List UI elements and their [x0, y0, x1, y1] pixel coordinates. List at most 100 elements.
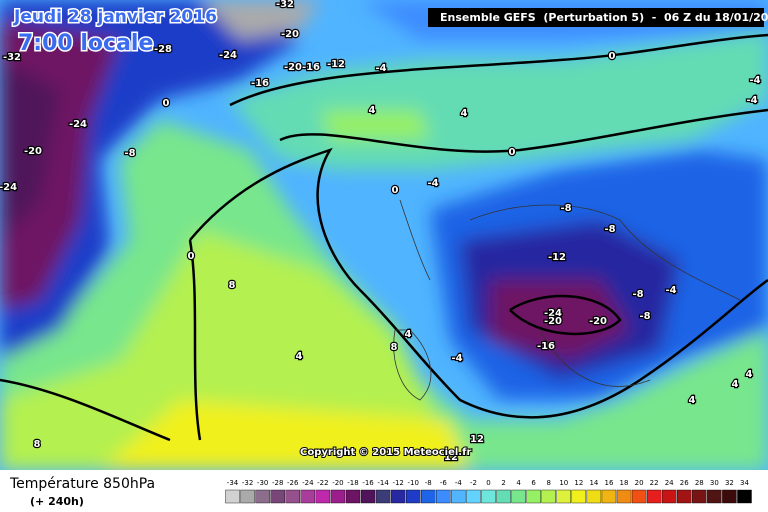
contour-label: -4: [427, 178, 438, 189]
contour-label: 8: [391, 342, 398, 353]
legend-label: -20: [332, 479, 343, 487]
legend-label: 12: [574, 479, 583, 487]
contour-label: -12: [327, 59, 345, 70]
legend-label: -16: [362, 479, 374, 487]
legend-swatch: [586, 489, 602, 504]
copyright: Copyright © 2015 Meteociel.fr: [300, 447, 471, 458]
legend-label: -12: [392, 479, 403, 487]
contour-label: -16: [537, 341, 555, 352]
contour-label: 0: [509, 147, 516, 158]
contour-label: 0: [188, 251, 195, 262]
contour-label: 4: [689, 395, 696, 406]
legend-swatch: [225, 489, 240, 504]
legend-swatch: [556, 489, 572, 504]
color-legend: -34 -32 -30 -28 -26 -24 -22 -20 -18 -16 -14 -12 -10-…: [225, 479, 752, 504]
contour-label: -8: [632, 289, 643, 300]
contour-label: -20: [24, 146, 42, 157]
contour-label: 4: [732, 379, 739, 390]
contour-label: -4: [451, 353, 462, 364]
contour-label: 12: [470, 434, 484, 445]
legend-label: -32: [242, 479, 253, 487]
contour-label: 4: [405, 329, 412, 340]
contour-label: 12: [444, 452, 458, 463]
footer-title: Température 850hPa: [9, 476, 155, 492]
legend-label: -2: [470, 479, 477, 487]
legend-label: -10: [407, 479, 418, 487]
legend-label: 18: [620, 479, 629, 487]
legend-swatch: [315, 489, 331, 504]
legend-label: 8: [546, 479, 550, 487]
legend-swatch: [270, 489, 285, 504]
contour-label: -24: [544, 308, 562, 319]
contour-labels: -32-32-28-24-20-20 -16 -12-16-40-4-404 4-24…: [0, 0, 762, 464]
contour-label: -32: [3, 52, 21, 63]
contour-label: -20: [544, 316, 562, 327]
contour-label: 8: [34, 439, 41, 450]
model-box: [428, 8, 764, 27]
legend-label: -30: [257, 479, 268, 487]
contour-label: -24: [219, 50, 237, 61]
legend-swatch: [722, 489, 737, 504]
legend-label: -28: [272, 479, 283, 487]
legend-label: -26: [287, 479, 299, 487]
legend-label: -34: [227, 479, 239, 487]
contour-label: 0: [392, 185, 399, 196]
contour-label: 0: [163, 98, 170, 109]
contour-label: -20: [281, 29, 299, 40]
legend-label: -8: [425, 479, 432, 487]
legend-label: 30: [710, 479, 719, 487]
legend-swatch: [511, 489, 526, 504]
contour-label: -32: [276, 0, 294, 10]
contour-label: -20: [589, 316, 607, 327]
legend-swatch: [300, 489, 316, 504]
contour-label: -4: [749, 75, 760, 86]
legend-swatch: [571, 489, 587, 504]
legend-label: 14: [589, 479, 598, 487]
legend-swatch: [616, 489, 632, 504]
legend-label: 32: [725, 479, 734, 487]
legend-swatch: [692, 489, 707, 504]
temperature-field: [0, 0, 768, 470]
contour-label: 4: [296, 351, 303, 362]
legend-label: -14: [377, 479, 389, 487]
coastlines: [393, 199, 741, 401]
legend-label: 22: [650, 479, 659, 487]
contour-label: -8: [124, 148, 135, 159]
legend-label: 20: [635, 479, 644, 487]
legend-label: 34: [740, 479, 749, 487]
legend-swatch: [526, 489, 541, 504]
contour-label: -4: [375, 63, 386, 74]
legend-label: 26: [680, 479, 689, 487]
forecast-date: Jeudi 28 janvier 2016: [13, 7, 217, 27]
legend-label: -6: [440, 479, 448, 487]
legend-swatch: [496, 489, 511, 504]
legend-swatch: [481, 489, 496, 504]
legend-label: -18: [347, 479, 358, 487]
contour-label: -16: [302, 62, 320, 73]
legend-label: 16: [604, 479, 613, 487]
contour-label: -8: [639, 311, 650, 322]
legend-swatch: [255, 489, 270, 504]
contour-label: 4: [461, 108, 468, 119]
legend-label: 10: [559, 479, 568, 487]
contour-label: -4: [746, 95, 757, 106]
legend-swatch: [466, 489, 481, 504]
legend-swatch: [737, 489, 752, 504]
legend-label: 28: [695, 479, 704, 487]
legend-swatch: [707, 489, 722, 504]
legend-label: -4: [455, 479, 463, 487]
legend-label: 2: [501, 479, 505, 487]
legend-label: 0: [486, 479, 490, 487]
legend-swatch: [360, 489, 376, 504]
legend-swatch: [541, 489, 556, 504]
forecast-time: 7:00 locale: [18, 31, 153, 56]
legend-swatch: [421, 489, 436, 504]
legend-label: -24: [302, 479, 314, 487]
legend-swatch: [330, 489, 346, 504]
contour-label: -24: [69, 119, 87, 130]
legend-swatch: [285, 489, 300, 504]
legend-label: 24: [665, 479, 674, 487]
contour-label: 0: [609, 51, 616, 62]
